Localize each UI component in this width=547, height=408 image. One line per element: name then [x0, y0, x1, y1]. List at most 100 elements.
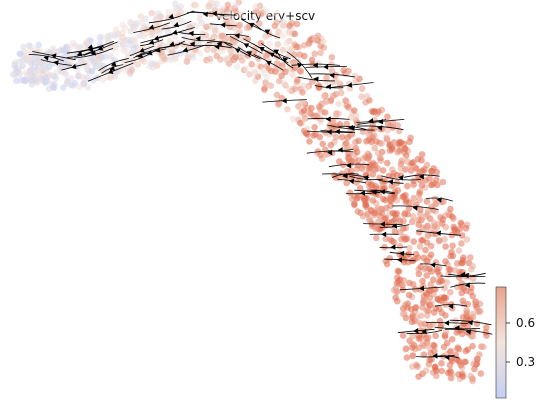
- cell-point: [353, 148, 361, 156]
- cell-point: [430, 309, 438, 316]
- cell-point: [370, 132, 378, 139]
- cell-point: [410, 181, 418, 188]
- cell-point: [177, 8, 185, 16]
- cell-point: [480, 343, 487, 351]
- cell-point: [440, 198, 447, 205]
- cell-point: [166, 37, 173, 45]
- cell-point: [425, 287, 433, 295]
- velocity-arrowhead: [195, 36, 201, 42]
- cell-point: [224, 1, 232, 9]
- cell-point: [469, 310, 476, 318]
- cell-point: [410, 238, 418, 245]
- cell-point: [351, 200, 358, 208]
- cell-point: [120, 47, 127, 54]
- cell-point: [393, 197, 401, 204]
- colorbar-gradient: [495, 286, 507, 399]
- cell-point: [368, 181, 376, 188]
- cell-point: [415, 216, 422, 224]
- cell-point: [447, 205, 454, 213]
- cell-point: [422, 246, 429, 254]
- cell-point: [75, 44, 82, 52]
- velocity-arrowhead: [246, 51, 253, 57]
- cell-point: [360, 195, 368, 203]
- cell-point: [374, 165, 382, 172]
- cell-point: [90, 56, 98, 64]
- velocity-arrowhead: [359, 190, 365, 196]
- velocity-arrowhead: [248, 23, 255, 28]
- velocity-arrowhead: [148, 24, 155, 30]
- cell-point: [16, 70, 24, 78]
- cell-point: [84, 40, 92, 48]
- cell-point: [273, 91, 281, 99]
- velocity-arrowhead: [329, 72, 335, 79]
- velocity-arrowhead: [432, 353, 438, 359]
- cell-point: [401, 236, 409, 243]
- velocity-arrows: [43, 10, 473, 361]
- cell-point: [363, 93, 371, 100]
- cell-point: [428, 203, 435, 211]
- cell-point: [197, 50, 204, 57]
- cell-point: [386, 195, 393, 203]
- cell-point: [382, 257, 390, 265]
- cell-point: [427, 281, 435, 288]
- cell-point: [433, 372, 440, 380]
- velocity-arrowhead: [363, 175, 369, 181]
- cell-point: [36, 48, 44, 55]
- cell-point: [283, 39, 291, 47]
- cell-point: [365, 136, 373, 144]
- cell-point: [300, 42, 308, 49]
- streamline: [98, 58, 129, 71]
- cell-point: [382, 204, 390, 212]
- velocity-arrowhead: [377, 125, 383, 131]
- cell-point: [337, 83, 344, 91]
- cell-point: [369, 197, 377, 204]
- cell-point: [157, 13, 164, 20]
- cell-point: [104, 32, 112, 40]
- cell-point: [413, 314, 420, 321]
- cell-point: [362, 201, 370, 208]
- cell-point: [420, 254, 428, 262]
- cell-point: [374, 149, 382, 157]
- cell-point: [449, 242, 456, 249]
- cell-point: [405, 291, 413, 299]
- cell-point: [418, 237, 425, 244]
- velocity-arrowhead: [448, 303, 454, 309]
- velocity-arrowhead: [398, 175, 404, 181]
- velocity-arrowhead: [234, 48, 241, 54]
- cell-point: [27, 66, 35, 74]
- streamline: [440, 272, 486, 278]
- cell-point: [291, 85, 298, 93]
- cell-point: [80, 80, 88, 87]
- cell-point: [381, 184, 388, 192]
- cell-point: [262, 79, 269, 86]
- cell-point: [279, 32, 287, 40]
- cell-point: [311, 124, 318, 131]
- velocity-arrowhead: [211, 10, 217, 17]
- cell-point: [448, 371, 456, 378]
- cell-point: [226, 46, 234, 54]
- cell-point: [289, 71, 296, 79]
- cell-point: [432, 208, 439, 215]
- cell-point: [312, 130, 319, 138]
- velocity-arrowhead: [273, 49, 279, 55]
- cell-point: [171, 33, 179, 40]
- cell-point: [462, 225, 470, 232]
- cell-point: [471, 365, 478, 373]
- cell-point: [406, 138, 413, 145]
- cell-point: [279, 46, 287, 54]
- cell-point: [232, 53, 239, 61]
- velocity-arrowhead: [109, 65, 116, 71]
- cell-point: [313, 36, 321, 44]
- cell-point: [469, 262, 477, 270]
- cell-point: [20, 43, 27, 51]
- cell-point: [418, 182, 426, 189]
- cell-point: [443, 339, 451, 347]
- cell-point: [373, 234, 380, 242]
- cell-point: [384, 113, 391, 121]
- cell-point: [332, 114, 340, 121]
- cell-point: [384, 159, 391, 167]
- streamline: [434, 304, 468, 307]
- cell-point: [301, 115, 309, 122]
- cell-point: [389, 237, 396, 245]
- cell-point: [131, 36, 138, 43]
